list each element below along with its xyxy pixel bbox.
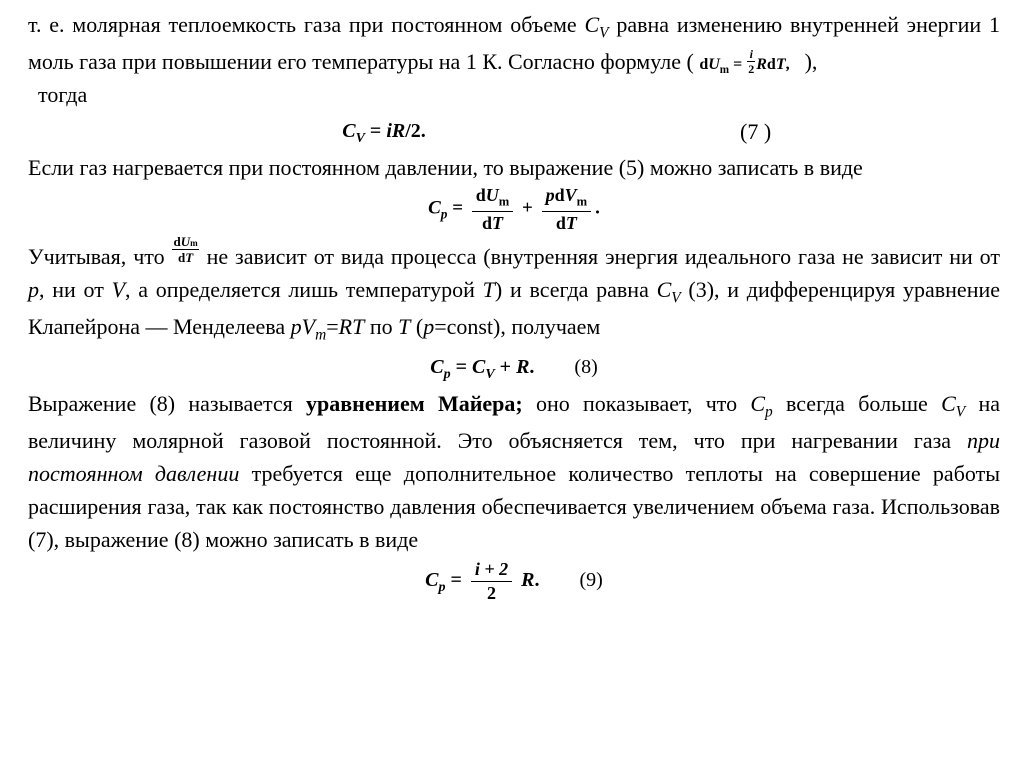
text: Учитывая, что: [28, 244, 171, 269]
cv-symbol: СV: [657, 277, 681, 302]
equation-9-row: Сp = i + 22 R. (9): [28, 560, 1000, 603]
t-symbol: T: [483, 277, 495, 302]
text: ) и всегда равна: [495, 277, 657, 302]
cv-symbol: СV: [941, 391, 965, 416]
document-page: т. е. молярная теплоемкость газа при пос…: [0, 0, 1024, 603]
equation-cp-row: Сp = dUmdT + pdVmdT.: [28, 186, 1000, 233]
text: , ни от: [39, 277, 112, 302]
mayer-equation-name: уравнением Майера;: [306, 391, 523, 416]
togda: тогда: [38, 78, 1000, 111]
inline-frac-dUm-dT: dUmdT: [172, 235, 198, 264]
text: (: [410, 314, 423, 339]
text: по: [364, 314, 398, 339]
text: не зависит от вида процесса (внутренняя …: [207, 244, 1000, 269]
pvrt: pVm=RT: [291, 314, 365, 339]
equation-7-number: (7 ): [740, 115, 1000, 148]
p-symbol: p: [423, 314, 434, 339]
text: Выражение (8) называется: [28, 391, 306, 416]
cp-symbol: Ср: [750, 391, 772, 416]
text: =const: [434, 314, 493, 339]
paragraph-3: Учитывая, что dUmdT не зависит от вида п…: [28, 235, 1000, 346]
text: ),: [805, 49, 818, 74]
equation-9: Сp = i + 22 R. (9): [28, 560, 1000, 603]
equation-7: CV = iR/2.: [342, 120, 426, 142]
text: , а определяется лишь температурой: [125, 277, 483, 302]
cv-symbol: СV: [584, 12, 608, 37]
equation-cp: Сp = dUmdT + pdVmdT.: [28, 186, 1000, 233]
equation-8-row: Сp = СV + R. (8): [28, 352, 1000, 385]
paragraph-1: т. е. молярная теплоемкость газа при пос…: [28, 8, 1000, 78]
paragraph-2: Если газ нагревается при постоянном давл…: [28, 151, 1000, 184]
text: всегда больше: [773, 391, 941, 416]
equation-8-number: (8): [574, 356, 597, 378]
equation-7-row: CV = iR/2. (7 ): [28, 113, 1000, 149]
text: т. е. молярная теплоемкость газа при пос…: [28, 12, 584, 37]
equation-8: Сp = СV + R. (8): [28, 352, 1000, 385]
t-symbol: T: [398, 314, 410, 339]
paragraph-4: Выражение (8) называется уравнением Майе…: [28, 387, 1000, 556]
p-symbol: p: [28, 277, 39, 302]
v-symbol: V: [112, 277, 125, 302]
formula-dUm: dUm = i2RdT,: [699, 56, 793, 73]
text: ), получаем: [493, 314, 600, 339]
text: оно показывает, что: [523, 391, 751, 416]
equation-9-number: (9): [580, 569, 603, 591]
